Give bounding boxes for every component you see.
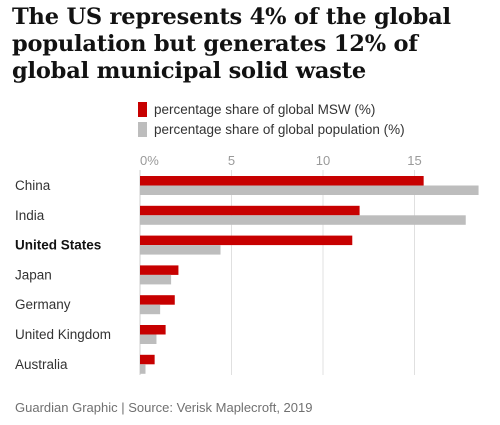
category-label: United Kingdom bbox=[15, 327, 111, 342]
category-label: Germany bbox=[15, 297, 71, 312]
bar-msw bbox=[140, 325, 166, 335]
category-label: China bbox=[15, 178, 51, 193]
bar-population bbox=[140, 304, 161, 315]
category-label: Japan bbox=[15, 267, 52, 282]
category-label: United States bbox=[15, 238, 101, 253]
bar-population bbox=[140, 274, 172, 285]
x-tick-label: 10 bbox=[316, 153, 330, 168]
bar-msw bbox=[140, 295, 175, 305]
bar-population bbox=[140, 364, 146, 374]
source-note: Guardian Graphic | Source: Verisk Maplec… bbox=[15, 400, 313, 415]
legend-swatch-population bbox=[138, 122, 147, 137]
x-tick-label: 15 bbox=[407, 153, 421, 168]
bar-msw bbox=[140, 354, 155, 365]
bar-msw bbox=[140, 265, 179, 275]
bar-msw bbox=[140, 235, 353, 246]
bar-population bbox=[140, 245, 221, 255]
bar-msw bbox=[140, 205, 360, 216]
x-tick-label: 0% bbox=[140, 153, 159, 168]
bar-population bbox=[140, 334, 157, 344]
bar-population bbox=[140, 185, 479, 195]
bar-population bbox=[140, 215, 466, 225]
legend-label-population: percentage share of global population (%… bbox=[154, 122, 405, 137]
category-label: Australia bbox=[15, 357, 68, 372]
category-label: India bbox=[15, 208, 45, 223]
bar-msw bbox=[140, 176, 424, 186]
legend-swatch-msw bbox=[138, 102, 147, 117]
chart-title: The US represents 4% of the global popul… bbox=[12, 4, 451, 84]
legend-label-msw: percentage share of global MSW (%) bbox=[154, 102, 376, 117]
x-tick-label: 5 bbox=[228, 153, 235, 168]
